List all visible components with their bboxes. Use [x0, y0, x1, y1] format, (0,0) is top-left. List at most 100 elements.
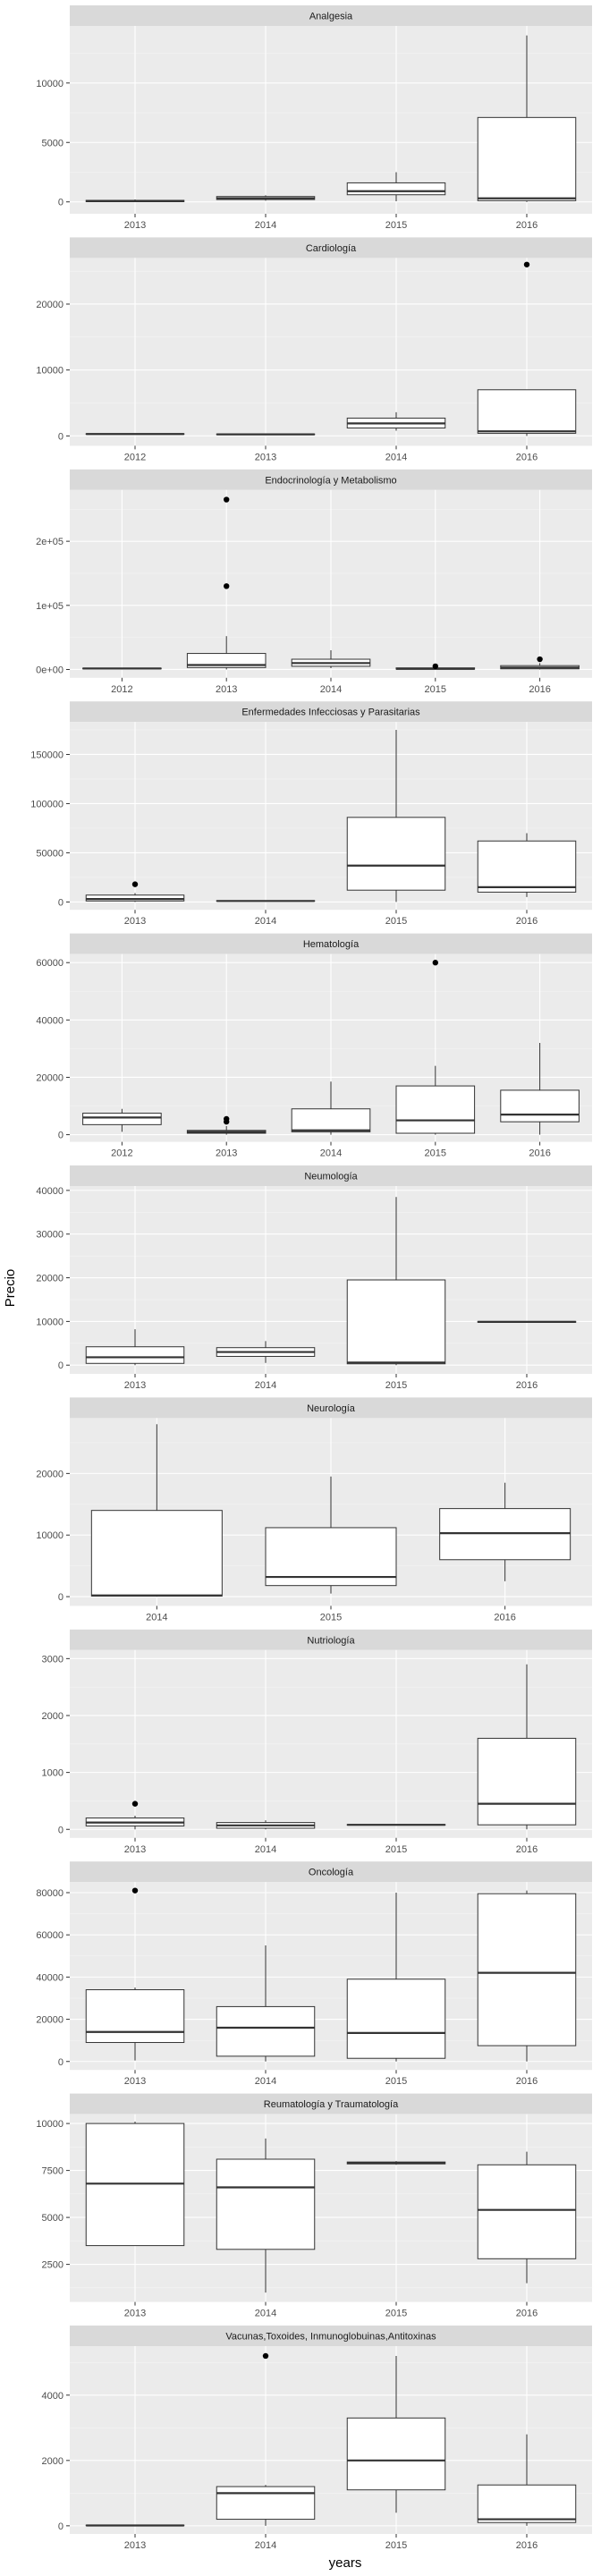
y-tick-label: 4000 — [42, 2391, 63, 2402]
x-tick-label: 2016 — [516, 2076, 538, 2087]
box-iqr — [346, 1279, 446, 1365]
y-tick-label: 150000 — [30, 750, 63, 760]
box-iqr — [265, 1527, 397, 1587]
y-tick-label: 100000 — [30, 799, 63, 809]
box-2016 — [477, 2434, 577, 2526]
panel-strip — [70, 1165, 592, 1186]
y-tick-label: 60000 — [36, 1930, 63, 1941]
panel-nutriologia: Nutriología 0 1000 2000 3000 2013 2014 2015 2016 — [42, 1629, 592, 1855]
box-2014 — [291, 1081, 371, 1135]
box-iqr — [477, 1893, 577, 2046]
y-tick-label: 10000 — [36, 1317, 63, 1327]
panel-strip — [70, 5, 592, 26]
x-tick-label: 2014 — [320, 684, 342, 695]
x-tick-label: 2014 — [146, 1612, 167, 1623]
box-2013 — [186, 1115, 267, 1135]
box-2015 — [346, 1197, 446, 1366]
box-2013 — [85, 1887, 185, 2061]
box-iqr — [85, 1346, 185, 1364]
y-tick-label: 0 — [58, 2057, 63, 2068]
panel-neurologia: Neurología 0 10000 20000 2014 2015 2016 — [36, 1397, 592, 1623]
panel-oncologia: Oncología 0 20000 40000 60000 80000 2013 2014 20… — [36, 1861, 592, 2087]
box-2013 — [186, 496, 267, 670]
outlier-point — [224, 496, 230, 503]
box-iqr — [477, 116, 577, 201]
y-tick-label: 0 — [58, 1360, 63, 1371]
x-tick-label: 2016 — [516, 2309, 538, 2319]
box-2014 — [216, 1820, 316, 1830]
x-tick-label: 2013 — [124, 1844, 146, 1855]
x-tick-label: 2013 — [124, 2076, 146, 2087]
outlier-point — [432, 663, 438, 670]
box-2016 — [477, 833, 577, 897]
x-tick-label: 2014 — [255, 2076, 276, 2087]
x-tick-label: 2015 — [385, 916, 407, 927]
x-tick-label: 2014 — [255, 2309, 276, 2319]
box-2015 — [346, 1824, 446, 1826]
y-tick-label: 10000 — [36, 2119, 63, 2130]
panel-title: Neumología — [304, 1172, 358, 1182]
panel-background — [70, 1186, 592, 1374]
box-2014 — [346, 411, 446, 431]
outlier-point — [537, 656, 543, 663]
panel-strip — [70, 469, 592, 490]
y-tick-label: 0 — [58, 1131, 63, 1141]
y-tick-label: 2500 — [42, 2260, 63, 2271]
box-iqr — [90, 1510, 223, 1597]
box-2012 — [85, 433, 185, 436]
panel-title: Endocrinología y Metabolismo — [265, 475, 396, 486]
box-iqr — [477, 2484, 577, 2523]
y-axis-title: Precio — [3, 1269, 18, 1308]
box-2014 — [216, 900, 316, 902]
box-2014 — [216, 2138, 316, 2293]
box-2013 — [85, 1329, 185, 1366]
x-tick-label: 2015 — [385, 2076, 407, 2087]
box-2014 — [216, 2352, 316, 2526]
box-2015 — [395, 663, 476, 670]
outlier-point — [432, 960, 438, 966]
y-tick-label: 10000 — [36, 366, 63, 377]
x-tick-label: 2014 — [255, 220, 276, 231]
box-2016 — [477, 1664, 577, 1830]
box-2013 — [85, 199, 185, 203]
box-2013 — [85, 2122, 185, 2247]
panel-cardiologia: Cardiología 0 10000 20000 2012 2013 2014 2016 — [36, 237, 592, 462]
y-tick-label: 0 — [58, 897, 63, 908]
panel-title: Vacunas,Toxoides, Inmunoglobuinas,Antito… — [225, 2332, 436, 2343]
x-tick-label: 2014 — [255, 916, 276, 927]
x-tick-label: 2014 — [320, 1148, 342, 1159]
outlier-point — [131, 1801, 139, 1807]
box-2016 — [477, 1320, 577, 1323]
y-tick-label: 10000 — [36, 79, 63, 89]
x-tick-label: 2015 — [385, 1844, 407, 1855]
y-tick-label: 2000 — [42, 1711, 63, 1722]
y-tick-label: 1000 — [42, 1768, 63, 1779]
panel-title: Enfermedades Infecciosas y Parasitarias — [241, 708, 420, 718]
panel-strip — [70, 1861, 592, 1883]
panel-title: Neurología — [307, 1403, 356, 1414]
box-iqr — [216, 2158, 316, 2250]
box-2013 — [85, 881, 185, 902]
y-tick-label: 5000 — [42, 138, 63, 148]
y-tick-label: 30000 — [36, 1230, 63, 1241]
y-tick-label: 20000 — [36, 1469, 63, 1479]
box-iqr — [346, 182, 446, 196]
box-iqr — [346, 1979, 446, 2059]
box-iqr — [216, 2486, 316, 2521]
box-2016 — [477, 1890, 577, 2062]
x-tick-label: 2013 — [124, 1380, 146, 1391]
box-iqr — [346, 2417, 446, 2491]
y-tick-label: 60000 — [36, 958, 63, 969]
panel-strip — [70, 1397, 592, 1419]
x-tick-label: 2014 — [255, 2540, 276, 2551]
box-2016 — [500, 1042, 580, 1135]
x-tick-label: 2013 — [255, 452, 276, 462]
box-2015 — [346, 172, 446, 202]
x-tick-label: 2016 — [529, 684, 550, 695]
panel-strip — [70, 1629, 592, 1650]
x-tick-label: 2016 — [529, 1148, 550, 1159]
x-tick-label: 2016 — [494, 1612, 515, 1623]
panel-reumatologia-y-traumatologia: Reumatología y Traumatología 2500 5000 7500… — [36, 2093, 592, 2319]
y-tick-label: 1e+05 — [36, 601, 63, 612]
